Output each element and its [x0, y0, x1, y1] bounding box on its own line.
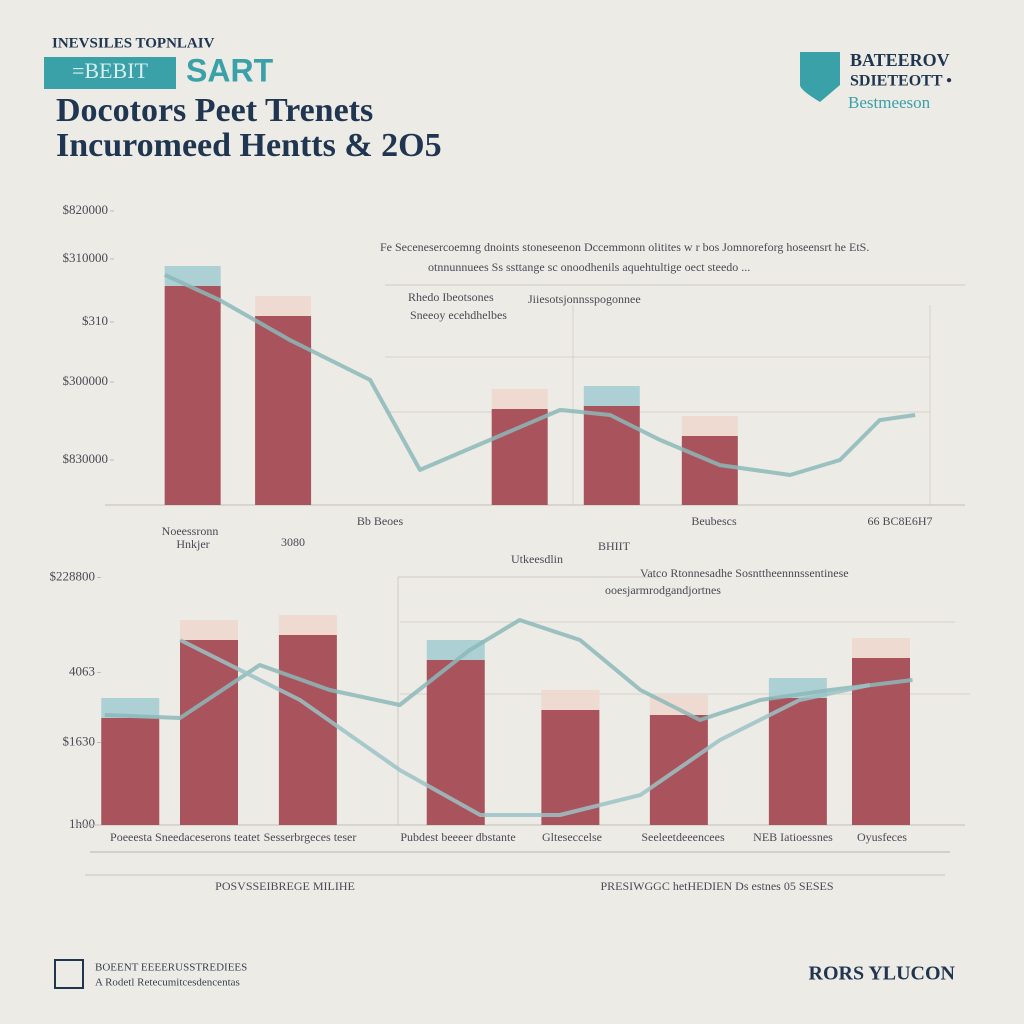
bar	[180, 640, 238, 825]
y-tick-label: $830000	[63, 451, 109, 466]
annotation: Glteseccelse	[542, 830, 602, 844]
y-tick-label: $1630	[63, 733, 96, 748]
bar	[768, 698, 827, 825]
annotation: Rhedo Ibeotsones	[408, 290, 494, 304]
bar	[164, 286, 221, 505]
footer-line2: A Rodetl Retecumitcesdencentas	[95, 977, 240, 989]
annotation: Sneeoy ecehdhelbes	[410, 308, 507, 322]
footer-line1: BOEENT EEEERUSSTREDIEES	[95, 962, 247, 974]
bar-cap	[180, 620, 238, 640]
annotation: Vatco Rtonnesadhe Sosnttheennnssentinese	[640, 566, 849, 580]
annotation: Bb Beoes	[357, 514, 404, 528]
logo-line3: Bestmeeson	[848, 93, 931, 112]
y-tick-label: 1h00	[69, 816, 95, 831]
annotation: NEB Iatioessnes	[753, 830, 833, 844]
annotation: 66 BC8E6H7	[867, 514, 932, 528]
y-tick-label: $310	[82, 313, 108, 328]
bar	[583, 406, 640, 505]
badge-box	[44, 57, 176, 89]
trend-line	[104, 618, 913, 722]
bar	[426, 660, 485, 825]
bar-cap	[681, 416, 738, 436]
annotation: Beubescs	[691, 514, 737, 528]
bar	[491, 409, 548, 505]
annotation: Sesserbrgeces teser	[264, 830, 357, 844]
logo-shield	[800, 52, 840, 102]
bar	[681, 436, 738, 505]
bar-cap	[255, 296, 312, 316]
annotation: Seeleetdeeencees	[641, 830, 725, 844]
bar-cap	[278, 615, 337, 635]
bar	[278, 635, 337, 825]
logo-line2: SDIETEOTT •	[850, 73, 952, 90]
footer-icon	[54, 959, 84, 989]
trend-line	[179, 638, 871, 817]
annotation: Poeeesta Sneedaceserons teatet	[110, 830, 261, 844]
bar-cap	[426, 640, 485, 660]
y-tick-label: $300000	[63, 373, 109, 388]
bar-cap	[491, 389, 548, 409]
annotation: 3080	[281, 535, 305, 549]
bar-cap	[164, 266, 221, 286]
annotation: PRESIWGGC hetHEDIEN Ds estnes 05 SESES	[601, 879, 834, 893]
title-line1: Docotors Peet Trenets	[56, 92, 373, 129]
bar-cap	[852, 638, 910, 658]
y-tick-label: $310000	[63, 250, 109, 265]
bar-cap	[541, 690, 600, 710]
annotation: Hnkjer	[176, 537, 209, 551]
kicker: INEVSILES TOPNLAIV	[52, 35, 215, 51]
annotation: Jiiesotsjonnsspogonnee	[528, 292, 641, 306]
annotation: otnnunnuees Ss ssttange sc onoodhenils a…	[428, 260, 750, 274]
bar-cap	[101, 698, 160, 718]
logo-line1: BATEEROV	[850, 50, 950, 70]
title-line2: Incuromeed Hentts & 2O5	[56, 127, 442, 164]
annotation: ooesjarmrodgandjortnes	[605, 583, 721, 597]
annotation: Fe Secenesercoemng dnoints stoneseenon D…	[380, 240, 869, 254]
annotation: Utkeesdlin	[511, 552, 563, 566]
annotation: BHIIT	[598, 539, 631, 553]
y-tick-label: $228800	[50, 568, 96, 583]
y-tick-label: 4063	[69, 663, 95, 678]
bar-cap	[583, 386, 640, 406]
badge: =BEBIT	[72, 58, 149, 83]
trend-line	[163, 273, 916, 477]
annotation: Noeessronn	[162, 524, 219, 538]
y-tick-label: $820000	[63, 202, 109, 217]
brand: SART	[186, 52, 274, 88]
annotation: Pubdest beeeer dbstante	[400, 830, 515, 844]
annotation: POSVSSEIBREGE MILIHE	[215, 879, 355, 893]
annotation: Oyusfeces	[857, 830, 907, 844]
footer-brand: RORS YLUCON	[809, 963, 956, 985]
bar	[101, 718, 160, 825]
